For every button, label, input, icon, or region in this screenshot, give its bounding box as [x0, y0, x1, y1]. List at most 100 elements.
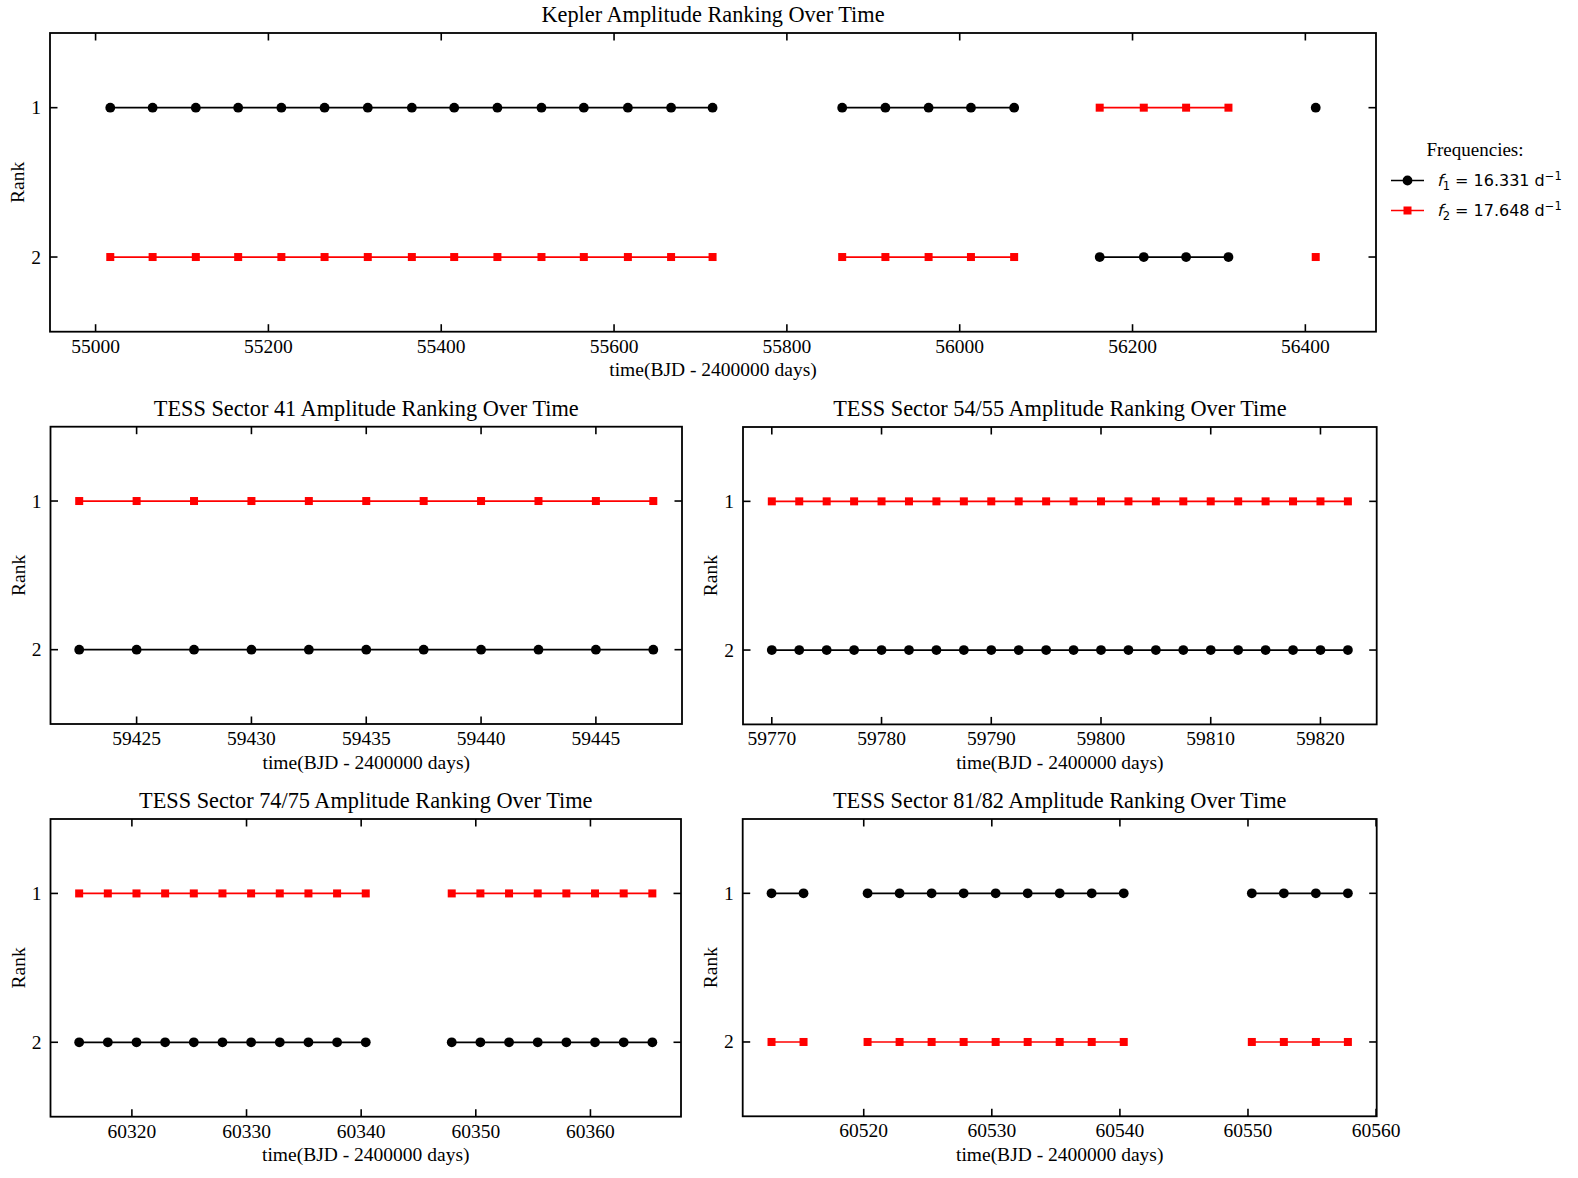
series-f1-marker: [932, 645, 942, 655]
series-f1-marker: [1124, 645, 1134, 655]
series-f2-marker: [1070, 497, 1078, 505]
chart-title: TESS Sector 41 Amplitude Ranking Over Ti…: [154, 396, 579, 421]
series-f1-marker: [304, 645, 314, 655]
series-f2-marker: [1015, 497, 1023, 505]
series-f2-marker: [106, 253, 114, 261]
series-f1-marker: [986, 645, 996, 655]
series-f1-marker: [1233, 645, 1243, 655]
series-f2-marker: [1234, 497, 1242, 505]
y-tick-label: 1: [724, 491, 734, 512]
series-f2-marker: [624, 253, 632, 261]
series-f2-marker: [476, 889, 484, 897]
series-f1-marker: [1055, 888, 1065, 898]
series-f2-marker: [864, 1038, 872, 1046]
series-f1-marker: [1014, 645, 1024, 655]
series-f1-marker: [991, 888, 1001, 898]
series-f1-marker: [247, 645, 257, 655]
series-f1-marker: [1151, 645, 1161, 655]
series-f2-marker: [649, 497, 657, 505]
series-f1-marker: [959, 645, 969, 655]
x-tick-label: 55800: [763, 336, 812, 357]
series-f1-marker: [1316, 645, 1326, 655]
chart-title: TESS Sector 54/55 Amplitude Ranking Over…: [833, 396, 1286, 421]
series-f2-marker: [620, 889, 628, 897]
series-f2-marker: [450, 253, 458, 261]
series-f1-marker: [160, 1037, 170, 1047]
legend-marker-square: [1404, 207, 1412, 215]
series-f1-marker: [361, 645, 371, 655]
x-tick-label: 59430: [227, 728, 276, 749]
series-f1-marker: [1023, 888, 1033, 898]
series-f1-marker: [648, 645, 658, 655]
series-f1-marker: [534, 645, 544, 655]
series-f2-marker: [420, 497, 428, 505]
series-f2-marker: [1262, 497, 1270, 505]
legend-title: Frequencies:: [1426, 139, 1523, 160]
series-f1-marker: [449, 103, 459, 113]
series-f1-marker: [1095, 252, 1105, 262]
series-f2-marker: [1207, 497, 1215, 505]
series-f2-marker: [878, 497, 886, 505]
series-f2-marker: [1224, 104, 1232, 112]
series-f1-marker: [1178, 645, 1188, 655]
series-f2-marker: [247, 889, 255, 897]
series-f2-marker: [218, 889, 226, 897]
series-f2-marker: [1042, 497, 1050, 505]
y-axis-label: Rank: [7, 162, 28, 203]
x-tick-label: 59445: [572, 728, 621, 749]
legend-label: f2 = 17.648 d−1: [1437, 199, 1562, 223]
series-f2-marker: [190, 889, 198, 897]
x-axis-label: time(BJD - 2400000 days): [609, 359, 816, 381]
y-axis-label: Rank: [8, 947, 29, 988]
series-f2-marker: [1289, 497, 1297, 505]
series-f2-marker: [850, 497, 858, 505]
x-tick-label: 60320: [108, 1121, 157, 1142]
series-f1-marker: [904, 645, 914, 655]
series-f2-marker: [881, 253, 889, 261]
series-f2-marker: [960, 497, 968, 505]
x-tick-label: 59800: [1077, 728, 1126, 749]
x-tick-label: 60330: [222, 1121, 271, 1142]
x-tick-label: 59790: [967, 728, 1016, 749]
series-f2-marker: [304, 889, 312, 897]
series-f2-marker: [1010, 253, 1018, 261]
series-f2-marker: [534, 497, 542, 505]
y-tick-label: 2: [32, 1032, 42, 1053]
x-axis-label: time(BJD - 2400000 days): [262, 1144, 469, 1166]
series-f2-marker: [75, 497, 83, 505]
series-f1-marker: [476, 645, 486, 655]
series-f2-marker: [234, 253, 242, 261]
series-f2-marker: [448, 889, 456, 897]
series-f2-marker: [1344, 497, 1352, 505]
series-f1-marker: [447, 1037, 457, 1047]
series-f2-marker: [277, 253, 285, 261]
series-f1-marker: [1247, 888, 1257, 898]
y-tick-label: 2: [32, 639, 42, 660]
series-f2-marker: [823, 497, 831, 505]
series-f1-marker: [647, 1037, 657, 1047]
series-f1-marker: [74, 645, 84, 655]
series-f1-marker: [419, 645, 429, 655]
x-axis-label: time(BJD - 2400000 days): [956, 752, 1163, 774]
series-f1-marker: [767, 888, 777, 898]
x-tick-label: 60520: [839, 1120, 888, 1141]
y-tick-label: 2: [724, 640, 734, 661]
x-tick-label: 59770: [747, 728, 796, 749]
series-f2-marker: [648, 889, 656, 897]
series-f2-marker: [562, 889, 570, 897]
x-tick-label: 59435: [342, 728, 391, 749]
series-f2-marker: [534, 889, 542, 897]
series-f1-marker: [1311, 888, 1321, 898]
series-f2-marker: [896, 1038, 904, 1046]
y-tick-label: 1: [31, 97, 41, 118]
series-f1-marker: [1343, 888, 1353, 898]
series-f1-marker: [361, 1037, 371, 1047]
series-f1-marker: [276, 103, 286, 113]
figure-svg: 5500055200554005560055800560005620056400…: [0, 0, 1578, 1178]
x-tick-label: 60540: [1096, 1120, 1145, 1141]
x-tick-label: 55200: [244, 336, 293, 357]
series-f1-marker: [304, 1037, 314, 1047]
series-f1-marker: [623, 103, 633, 113]
series-f2-marker: [1316, 497, 1324, 505]
series-f1-marker: [837, 103, 847, 113]
